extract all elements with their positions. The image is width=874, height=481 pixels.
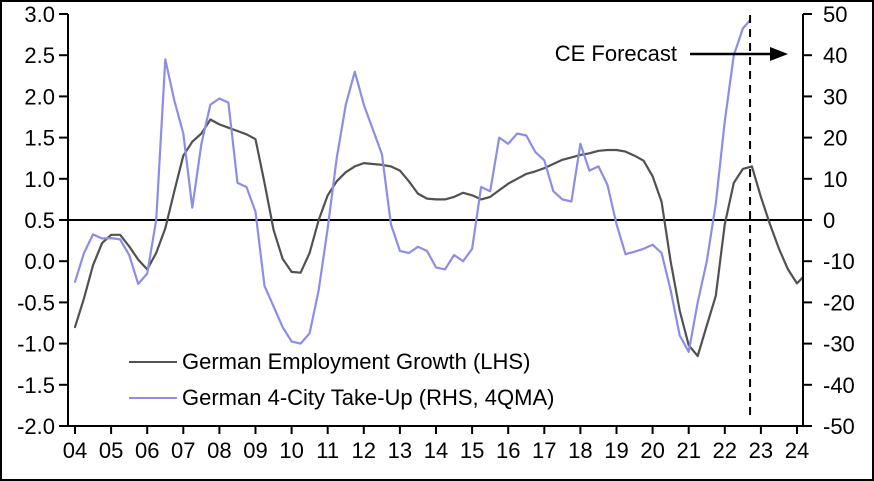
- right-axis-tick-label: -10: [823, 249, 855, 274]
- right-axis-tick-label: 10: [823, 167, 847, 192]
- x-axis-tick-label: 11: [316, 438, 339, 463]
- x-axis-tick-label: 14: [424, 438, 448, 463]
- x-axis-tick-label: 06: [135, 438, 159, 463]
- right-axis-tick-label: 0: [823, 208, 835, 233]
- x-axis-tick-label: 18: [568, 438, 592, 463]
- takeup-line-swatch: [129, 397, 177, 399]
- left-axis-tick-label: 2.0: [24, 84, 55, 109]
- left-axis-tick-label: -1.0: [17, 332, 55, 357]
- x-axis-tick-label: 10: [279, 438, 303, 463]
- x-axis-tick-label: 22: [713, 438, 737, 463]
- x-axis-tick-label: 05: [99, 438, 123, 463]
- x-axis-tick-label: 15: [460, 438, 484, 463]
- x-axis: 04 05 06 07 08 09 10 11 12 13 14 15 16 17 18 19 20 21 22 23…: [63, 426, 809, 463]
- legend-label-employment: German Employment Growth (LHS): [182, 349, 531, 374]
- x-axis-tick-label: 16: [496, 438, 520, 463]
- x-axis-tick-label: 21: [676, 438, 700, 463]
- left-axis-tick-label: 1.0: [24, 167, 55, 192]
- right-axis-tick-label: -50: [823, 414, 855, 439]
- forecast-arrowhead-icon: [770, 47, 788, 61]
- legend-label-takeup: German 4-City Take-Up (RHS, 4QMA): [182, 385, 555, 410]
- x-axis-tick-label: 07: [171, 438, 195, 463]
- left-axis-tick-label: -1.5: [17, 373, 55, 398]
- right-axis-tick-label: 20: [823, 126, 847, 151]
- right-axis-tick-label: 40: [823, 43, 847, 68]
- x-axis-tick-label: 20: [640, 438, 664, 463]
- x-axis-tick-label: 08: [207, 438, 231, 463]
- right-axis: 50 40 30 20 10 0 -10 -20 -30 -40 -50: [803, 2, 855, 439]
- x-axis-tick-label: 23: [749, 438, 773, 463]
- left-axis-tick-label: -2.0: [17, 414, 55, 439]
- right-axis-tick-label: -20: [823, 290, 855, 315]
- x-axis-tick-label: 19: [604, 438, 628, 463]
- left-axis-tick-label: 0.5: [24, 208, 55, 233]
- left-axis-tick-label: 2.5: [24, 43, 55, 68]
- left-axis-tick-label: 0.0: [24, 249, 55, 274]
- left-axis-tick-label: 1.5: [24, 126, 55, 151]
- x-axis-tick-label: 24: [785, 438, 809, 463]
- legend: German Employment Growth (LHS) German 4-…: [129, 344, 554, 416]
- right-axis-tick-label: -30: [823, 332, 855, 357]
- left-axis: 3.0 2.5 2.0 1.5 1.0 0.5 0.0 -0.5 -1.0 -1.5 -2.0: [17, 2, 68, 439]
- legend-item-takeup: German 4-City Take-Up (RHS, 4QMA): [129, 380, 554, 416]
- right-axis-tick-label: -40: [823, 373, 855, 398]
- employment-growth-line: [73, 118, 804, 358]
- x-axis-tick-label: 13: [388, 438, 412, 463]
- take-up-line: [73, 19, 752, 353]
- x-axis-tick-label: 12: [352, 438, 376, 463]
- ce-forecast-label: CE Forecast: [554, 41, 677, 66]
- employment-line-swatch: [129, 361, 177, 363]
- x-axis-tick-label: 04: [63, 438, 87, 463]
- x-axis-tick-label: 09: [243, 438, 267, 463]
- left-axis-tick-label: 3.0: [24, 2, 55, 27]
- x-axis-tick-label: 17: [532, 438, 556, 463]
- right-axis-tick-label: 30: [823, 84, 847, 109]
- forecast-arrow: [690, 47, 788, 61]
- right-axis-tick-label: 50: [823, 2, 847, 27]
- legend-item-employment: German Employment Growth (LHS): [129, 344, 554, 380]
- left-axis-tick-label: -0.5: [17, 290, 55, 315]
